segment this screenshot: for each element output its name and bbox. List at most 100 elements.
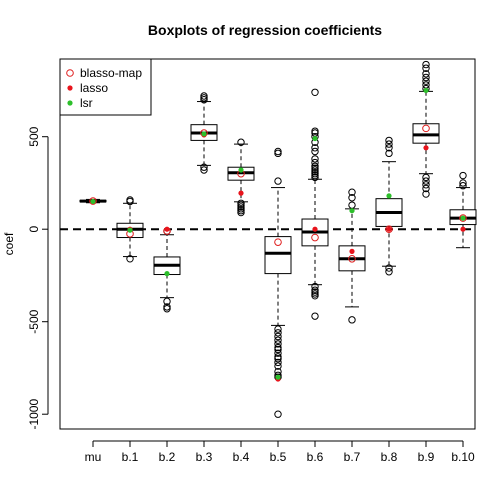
outlier-point [422,184,430,193]
point-lasso [238,190,244,196]
outlier-point [274,355,282,363]
point-lsr [127,227,133,233]
legend-label-blasso-map: blasso-map [80,66,142,80]
outlier-point [274,349,282,357]
outlier-point [274,325,282,333]
outlier-point [163,305,171,313]
y-tick-label: -1000 [27,399,41,430]
x-tick-label: b.7 [344,450,361,464]
point-lasso [460,226,466,232]
point-lsr [275,374,281,380]
point-blasso-map [422,124,430,133]
point-lsr [386,193,392,199]
outlier-point [459,182,467,190]
outlier-point [274,345,282,354]
outlier-point [200,92,208,100]
outlier-point [274,358,282,367]
outlier-point [385,264,393,272]
outlier-point [126,196,134,204]
outlier-point [311,292,319,300]
series-points-layer [89,87,467,382]
point-lasso [164,226,170,232]
outlier-point [422,173,430,182]
outlier-point [311,158,319,167]
outlier-point [274,147,282,156]
box-b.9 [412,60,440,198]
legend-label-lsr: lsr [80,96,93,110]
legend-marker-blasso-map [66,69,74,77]
y-tick-label: -500 [27,309,41,333]
box-b.5 [264,147,292,418]
legend-label-lasso: lasso [80,81,108,95]
outlier-point [348,194,356,202]
point-lsr [90,198,96,205]
outlier-point [126,255,134,263]
outlier-point [311,88,319,97]
iqr-box [264,236,292,275]
x-tick-label: b.3 [196,450,213,464]
outlier-point [200,163,208,171]
outlier-point [311,144,319,152]
outlier-point [385,140,393,148]
outlier-point [459,179,467,187]
outlier-point [311,147,319,156]
outlier-point [385,149,393,158]
x-tick-label: b.10 [451,450,475,464]
outlier-point [422,64,430,72]
point-lsr [201,131,207,137]
point-lasso [386,226,392,232]
point-lasso [423,145,429,151]
x-tick-label: mu [85,450,102,464]
y-axis-label: coef [2,232,16,255]
outlier-point [200,166,208,174]
point-lasso [312,226,318,232]
x-tick-label: b.8 [381,450,398,464]
outlier-point [237,199,245,208]
outlier-point [311,127,319,135]
chart-title: Boxplots of regression coefficients [148,22,382,38]
point-blasso-map [311,233,319,242]
point-lsr [312,135,318,142]
point-lsr [349,208,355,214]
outlier-point [274,332,282,341]
legend-marker-lasso [67,85,73,91]
x-tick-label: b.1 [122,450,139,464]
outlier-point [163,297,171,306]
outlier-point [459,171,467,180]
outlier-point [311,312,319,320]
outlier-point [311,282,319,291]
box-b.8 [375,136,403,276]
outlier-point [422,77,430,85]
outlier-point [274,329,282,337]
outlier-point [348,316,356,324]
x-tick-label: b.5 [270,450,287,464]
legend-box [59,58,152,116]
outlier-point [274,340,282,348]
point-blasso-map [89,197,97,205]
x-tick-label: b.9 [418,450,435,464]
point-blasso-map [274,238,282,246]
point-lasso [349,248,355,254]
outlier-point [274,177,282,185]
outlier-point [274,362,282,370]
point-blasso-map [459,214,467,222]
outlier-point [422,70,430,78]
outlier-point [422,73,430,82]
box-b.4 [227,138,255,217]
y-tick-label: 500 [27,126,41,146]
outlier-point [422,190,430,198]
box-b.2 [153,227,181,313]
outlier-point [385,144,393,152]
point-blasso-map [348,254,356,263]
outlier-point [348,188,356,196]
outlier-point [237,138,245,146]
plot-frame [59,58,476,430]
outlier-point [385,268,393,276]
x-axis: mu b.1 b.2 b.3 b.4 b.5 b.6 b.7 b.8 b.9 b.10 [85,440,475,464]
x-tick-label: b.2 [159,450,176,464]
y-axis: 500 0 -500 -1000 [27,126,49,430]
box-b.10 [449,171,477,249]
point-lsr [423,87,429,94]
